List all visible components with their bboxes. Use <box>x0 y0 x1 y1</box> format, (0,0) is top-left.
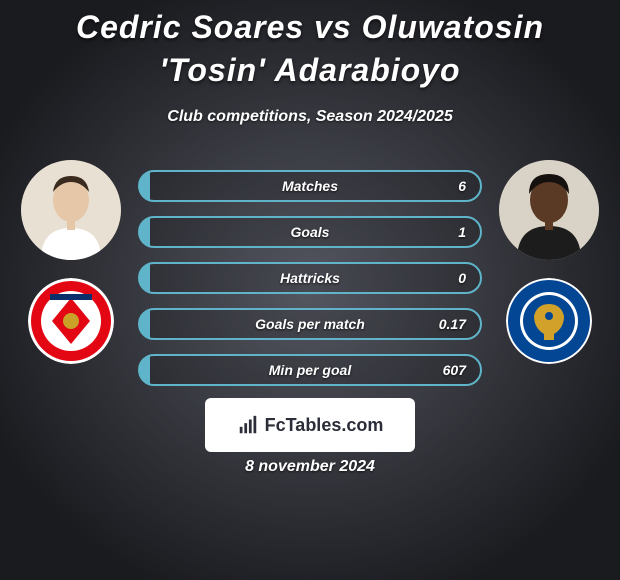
subtitle: Club competitions, Season 2024/2025 <box>0 108 620 126</box>
stat-bars: Matches6Goals1Hattricks0Goals per match0… <box>138 170 482 386</box>
date-label: 8 november 2024 <box>0 458 620 476</box>
stat-value: 6 <box>458 172 466 200</box>
brand-text: FcTables.com <box>265 415 384 436</box>
player-left-avatar <box>21 160 121 260</box>
brand-badge: FcTables.com <box>205 398 415 452</box>
stat-row: Min per goal607 <box>138 354 482 386</box>
comparison-panel: Matches6Goals1Hattricks0Goals per match0… <box>0 160 620 386</box>
stat-value: 1 <box>458 218 466 246</box>
left-column <box>16 160 126 364</box>
right-column <box>494 160 604 364</box>
stat-label: Hattricks <box>140 264 480 292</box>
player-right-avatar <box>499 160 599 260</box>
stat-row: Hattricks0 <box>138 262 482 294</box>
stat-value: 0.17 <box>439 310 466 338</box>
stat-label: Goals per match <box>140 310 480 338</box>
stat-value: 607 <box>443 356 466 384</box>
stat-label: Min per goal <box>140 356 480 384</box>
stat-value: 0 <box>458 264 466 292</box>
page-title: Cedric Soares vs Oluwatosin 'Tosin' Adar… <box>0 0 620 92</box>
chart-icon <box>237 414 259 436</box>
club-right-crest <box>506 278 592 364</box>
stat-row: Goals1 <box>138 216 482 248</box>
stat-label: Matches <box>140 172 480 200</box>
stat-row: Matches6 <box>138 170 482 202</box>
stat-label: Goals <box>140 218 480 246</box>
club-left-crest <box>28 278 114 364</box>
stat-row: Goals per match0.17 <box>138 308 482 340</box>
